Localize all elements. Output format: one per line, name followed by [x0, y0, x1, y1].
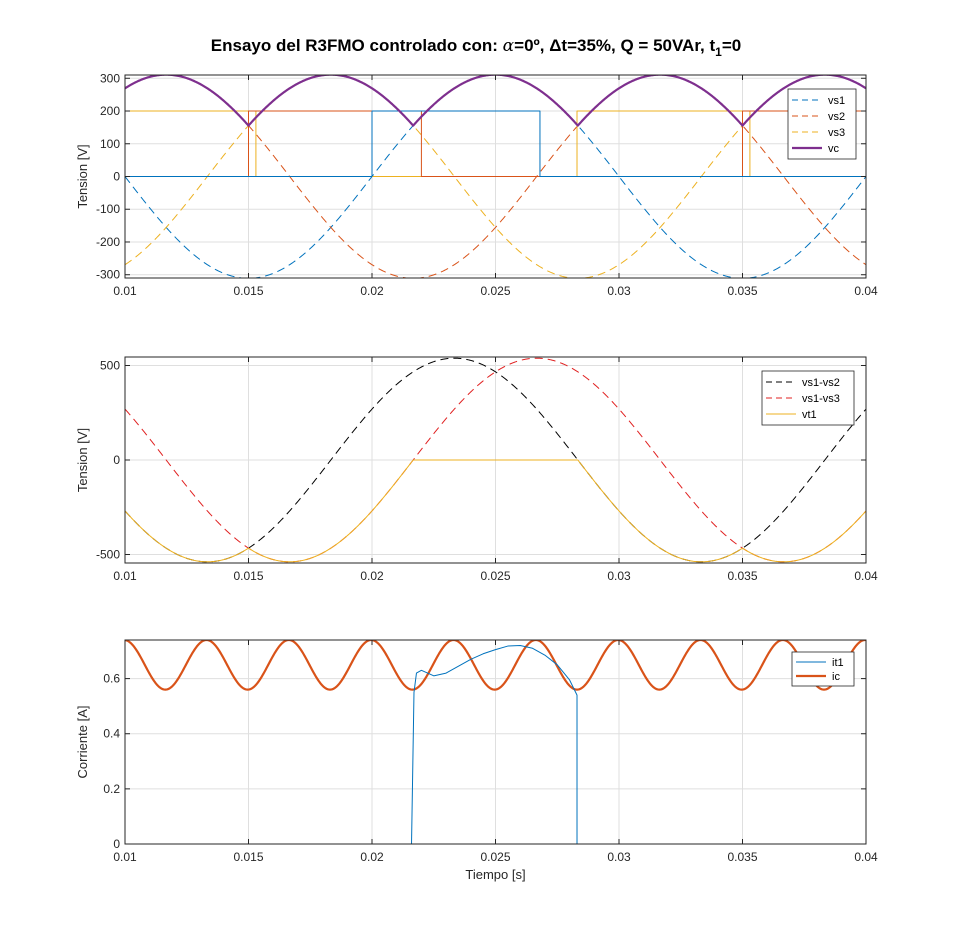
legend-label: vs1-vs2: [802, 377, 840, 389]
pulse-vs1: [125, 110, 866, 177]
series-group: [125, 75, 866, 278]
x-tick-label: 0.035: [727, 850, 757, 864]
series-vc: [125, 75, 866, 127]
pulse-vs3: [125, 110, 866, 177]
legend-label: vs1: [828, 95, 845, 107]
x-tick-label: 0.02: [360, 850, 384, 864]
x-tick-label: 0.02: [360, 569, 384, 583]
x-tick-label: 0.03: [607, 569, 631, 583]
series-group: [125, 640, 866, 844]
y-tick-label: 0.4: [103, 727, 120, 741]
y-tick-label: 0: [113, 837, 120, 851]
y-axis-label: Tension [V]: [75, 428, 90, 492]
x-axis-label: Tiempo [s]: [465, 867, 525, 882]
legend-box: [791, 651, 855, 687]
y-tick-label: -500: [96, 547, 120, 561]
legend-label: vs1-vs3: [802, 393, 840, 405]
y-tick-label: 500: [100, 359, 120, 373]
figure-title: Ensayo del R3FMO controlado con: α=0º, Δ…: [211, 36, 741, 59]
legend-label: ic: [832, 671, 840, 683]
x-tick-label: 0.035: [727, 569, 757, 583]
legend: vs1 vs2 vs3 vc: [787, 88, 857, 160]
series-ic: [125, 640, 866, 691]
y-axis-label: Corriente [A]: [75, 706, 90, 779]
x-tick-label: 0.04: [854, 284, 878, 298]
x-tick-label: 0.025: [480, 284, 510, 298]
y-tick-label: 200: [100, 104, 120, 118]
legend-label: vs2: [828, 111, 845, 123]
x-tick-label: 0.025: [480, 569, 510, 583]
y-tick-label: -100: [96, 202, 120, 216]
y-tick-label: 0.2: [103, 782, 120, 796]
x-tick-label: 0.015: [233, 284, 263, 298]
x-tick-label: 0.04: [854, 569, 878, 583]
series-group: [125, 357, 866, 563]
axes-line-voltages: 0.01 0.015 0.02 0.025 0.03 0.035 0.04 -500 0 500 T…: [75, 356, 878, 583]
y-tick-label: -300: [96, 268, 120, 282]
legend-label: it1: [832, 657, 844, 669]
pulse-vs2: [125, 110, 866, 177]
y-tick-label: 100: [100, 137, 120, 151]
x-tick-label: 0.035: [727, 284, 757, 298]
y-tick-label: 300: [100, 71, 120, 85]
x-tick-label: 0.015: [233, 569, 263, 583]
y-tick-label: 0: [113, 453, 120, 467]
y-tick-label: 0: [113, 170, 120, 184]
x-tick-label: 0.01: [113, 569, 137, 583]
y-tick-label: -200: [96, 235, 120, 249]
x-tick-label: 0.03: [607, 284, 631, 298]
legend-label: vs3: [828, 127, 845, 139]
y-tick-label: 0.6: [103, 672, 120, 686]
x-tick-label: 0.01: [113, 284, 137, 298]
series-it1: [125, 645, 866, 844]
y-axis-label: Tension [V]: [75, 144, 90, 208]
axes-voltage-phases: 0.01 0.015 0.02 0.025 0.03 0.035 0.04 -300 -200 -…: [75, 71, 878, 298]
series-vt1: [125, 459, 866, 563]
x-tick-label: 0.01: [113, 850, 137, 864]
legend-label: vc: [828, 143, 840, 155]
x-tick-label: 0.015: [233, 850, 263, 864]
legend: vs1-vs2 vs1-vs3 vt1: [761, 370, 855, 426]
axes-currents: 0.01 0.015 0.02 0.025 0.03 0.035 0.04 0 0.2 0.4 0.…: [75, 639, 878, 882]
legend: it1 ic: [791, 651, 855, 687]
x-tick-label: 0.04: [854, 850, 878, 864]
x-tick-label: 0.03: [607, 850, 631, 864]
x-tick-label: 0.02: [360, 284, 384, 298]
legend-label: vt1: [802, 409, 817, 421]
x-tick-label: 0.025: [480, 850, 510, 864]
